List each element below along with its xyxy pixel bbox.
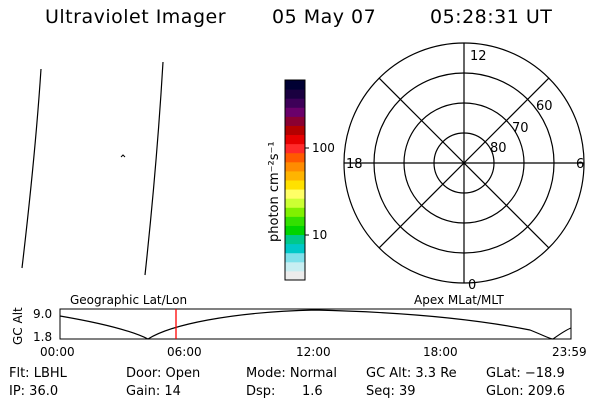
colorbar xyxy=(284,79,309,281)
mlt-label-0: 0 xyxy=(468,278,476,293)
ip-status: IP: 36.0 xyxy=(9,384,59,399)
dsp-value: 1.6 xyxy=(302,384,323,399)
colorbar-frame xyxy=(284,79,306,281)
x-tick-2359: 23:59 xyxy=(552,345,587,359)
colorbar-segment xyxy=(285,234,305,245)
colorbar-segment xyxy=(285,180,305,190)
lat-label-60: 60 xyxy=(536,99,553,114)
colorbar-segment xyxy=(285,89,305,99)
x-tick-0600: 06:00 xyxy=(167,345,202,359)
geographic-image xyxy=(21,61,164,276)
colorbar-segment xyxy=(285,80,305,90)
colorbar-segment xyxy=(285,261,305,272)
colorbar-segment xyxy=(285,98,305,108)
geographic-lat-status: GLat: −18.9 xyxy=(486,366,565,381)
timeline-panel xyxy=(59,308,572,340)
gain-status: Gain: 14 xyxy=(126,384,181,399)
x-tick-0000: 00:00 xyxy=(40,345,75,359)
colorbar-segment xyxy=(285,189,305,199)
colorbar-segment xyxy=(285,170,305,181)
colorbar-segment xyxy=(285,252,305,263)
colorbar-segment xyxy=(285,161,305,172)
sequence-status: Seq: 39 xyxy=(366,384,416,399)
colorbar-labels: 100 10 photon cm⁻²s⁻¹ xyxy=(267,141,335,242)
longitude-line-left xyxy=(21,68,42,269)
colorbar-segment xyxy=(285,107,305,117)
timeline-frame xyxy=(59,308,572,340)
gc-alt-status: GC Alt: 3.3 Re xyxy=(366,366,457,381)
colorbar-segment xyxy=(285,116,305,126)
instrument-title: Ultraviolet Imager xyxy=(45,6,227,28)
lat-label-70: 70 xyxy=(512,121,529,136)
colorbar-segment xyxy=(285,216,305,226)
colorbar-unit-label: photon cm⁻²s⁻¹ xyxy=(267,141,282,242)
colorbar-segment xyxy=(285,243,305,254)
colorbar-segment xyxy=(285,152,305,163)
polar-plot xyxy=(343,42,585,284)
polar-diagonal-b xyxy=(378,77,550,249)
x-tick-1800: 18:00 xyxy=(423,345,458,359)
colorbar-segment xyxy=(285,207,305,217)
apex-mlat-mlt-label: Apex MLat/MLT xyxy=(414,293,504,307)
colorbar-segment xyxy=(285,125,305,136)
timeline-labels: Geographic Lat/Lon Apex MLat/MLT GC Alt … xyxy=(11,293,587,359)
y-tick-1-8: 1.8 xyxy=(33,330,52,344)
date-label: 05 May 07 xyxy=(272,6,377,28)
colorbar-label-10: 10 xyxy=(312,228,327,242)
colorbar-segment xyxy=(285,134,305,145)
lat-label-80: 80 xyxy=(490,141,507,156)
longitude-line-right xyxy=(144,61,164,276)
dsp-status: Dsp: xyxy=(246,384,276,399)
colorbar-segment xyxy=(285,225,305,236)
x-tick-1200: 12:00 xyxy=(296,345,331,359)
polar-labels: 12 18 6 0 60 70 80 xyxy=(346,49,584,293)
colorbar-segment xyxy=(285,198,305,208)
colorbar-segment xyxy=(285,143,305,154)
gc-altitude-curve xyxy=(59,309,572,340)
geographic-lon-status: GLon: 209.6 xyxy=(486,384,566,399)
y-tick-9: 9.0 xyxy=(33,307,52,321)
colorbar-segment xyxy=(285,270,305,281)
mlt-label-6: 6 xyxy=(576,157,584,172)
image-speck xyxy=(120,154,126,158)
geographic-latlon-label: Geographic Lat/Lon xyxy=(70,293,187,307)
door-status: Door: Open xyxy=(126,366,201,381)
mlt-label-12: 12 xyxy=(470,49,487,64)
mlt-label-18: 18 xyxy=(346,157,363,172)
mode-status: Mode: Normal xyxy=(246,366,337,381)
time-label: 05:28:31 UT xyxy=(430,6,553,28)
gc-alt-axis-label: GC Alt xyxy=(11,307,25,345)
colorbar-label-100: 100 xyxy=(312,141,335,155)
filter-status: Flt: LBHL xyxy=(9,366,67,381)
